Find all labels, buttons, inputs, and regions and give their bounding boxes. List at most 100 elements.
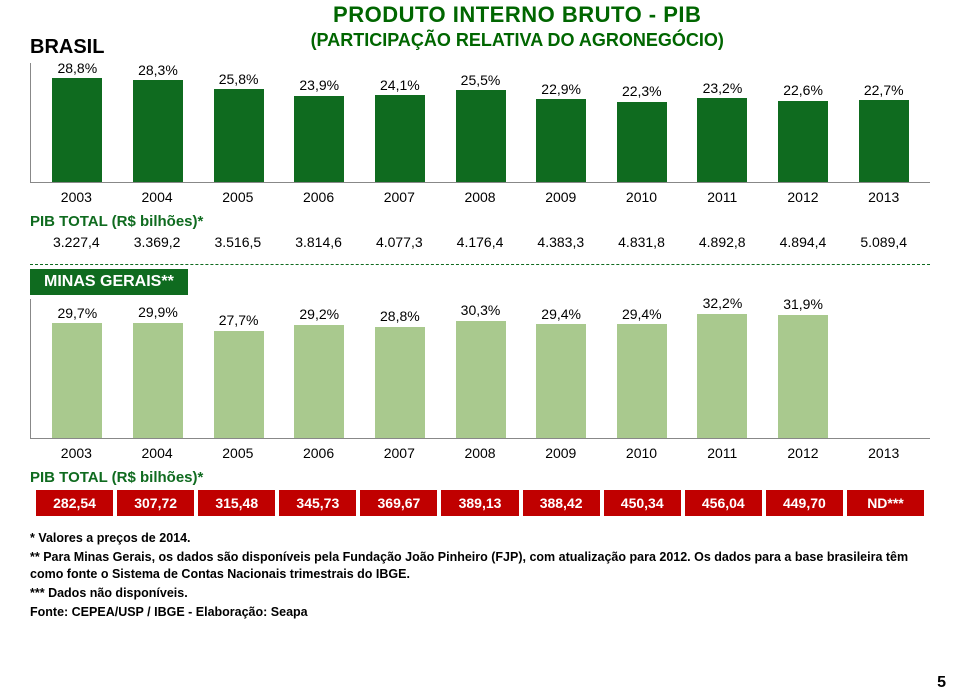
bar-wrap: 27,7% <box>198 299 279 438</box>
pib-value: 4.892,8 <box>682 234 763 250</box>
footnote-2: ** Para Minas Gerais, os dados são dispo… <box>30 549 930 583</box>
pib-value: 4.383,3 <box>520 234 601 250</box>
year-label: 2008 <box>440 189 521 205</box>
bar <box>859 100 909 182</box>
bar-value-label: 31,9% <box>783 296 823 312</box>
bar-value-label: 25,5% <box>461 72 501 88</box>
bar-value-label: 28,8% <box>380 308 420 324</box>
bar-value-label: 23,2% <box>703 80 743 96</box>
pib-mg-value: 345,73 <box>279 490 356 516</box>
bar-value-label: 29,9% <box>138 304 178 320</box>
bar-value-label: 29,4% <box>541 306 581 322</box>
bar-value-label: 22,6% <box>783 82 823 98</box>
bar <box>214 89 264 182</box>
bar-wrap: 22,9% <box>521 63 602 182</box>
bar-value-label: 32,2% <box>703 295 743 311</box>
mg-bar-chart: 29,7% 29,9% 27,7% 29,2% 28,8% 30,3% 29,4% 29,4%… <box>30 299 930 439</box>
bar-wrap: 24,1% <box>360 63 441 182</box>
footnote-3: *** Dados não disponíveis. <box>30 585 930 602</box>
year-label: 2013 <box>843 189 924 205</box>
bar-wrap: 28,8% <box>37 63 118 182</box>
year-label: 2003 <box>36 189 117 205</box>
pib-value: 4.894,4 <box>763 234 844 250</box>
footnote-1: * Valores a preços de 2014. <box>30 530 930 547</box>
bar-value-label: 22,3% <box>622 83 662 99</box>
title-main: PRODUTO INTERNO BRUTO - PIB <box>104 2 930 28</box>
pib-mg-value: 449,70 <box>766 490 843 516</box>
bar-wrap <box>843 299 924 438</box>
bar <box>294 96 344 182</box>
brasil-label: BRASIL <box>30 36 104 59</box>
bar-wrap: 29,4% <box>601 299 682 438</box>
year-label: 2004 <box>117 445 198 461</box>
bar-value-label: 27,7% <box>219 312 259 328</box>
bar <box>375 95 425 182</box>
bar-value-label: 22,7% <box>864 82 904 98</box>
pib-value: 4.831,8 <box>601 234 682 250</box>
bar-value-label: 22,9% <box>541 81 581 97</box>
bar-wrap: 22,7% <box>843 63 924 182</box>
bar <box>697 314 747 438</box>
year-label: 2009 <box>520 189 601 205</box>
bar <box>456 321 506 438</box>
bar-wrap: 29,2% <box>279 299 360 438</box>
pib-mg-value: 450,34 <box>604 490 681 516</box>
pib-value: 3.516,5 <box>197 234 278 250</box>
bar <box>536 324 586 438</box>
bar-wrap: 22,3% <box>601 63 682 182</box>
bar <box>52 78 102 182</box>
year-label: 2003 <box>36 445 117 461</box>
year-label: 2008 <box>440 445 521 461</box>
bar <box>536 99 586 182</box>
year-label: 2006 <box>278 445 359 461</box>
bar-value-label: 29,7% <box>57 305 97 321</box>
mg-years-row: 2003200420052006200720082009201020112012… <box>30 445 930 461</box>
pib-brasil-values-row: 3.227,43.369,23.516,53.814,64.077,34.176… <box>30 234 930 250</box>
year-label: 2010 <box>601 445 682 461</box>
pib-mg-values-row: 282,54307,72315,48345,73369,67389,13388,… <box>30 490 930 516</box>
bar <box>375 327 425 438</box>
brasil-bar-chart: 28,8% 28,3% 25,8% 23,9% 24,1% 25,5% 22,9% 22,3%… <box>30 63 930 183</box>
pib-value: 3.227,4 <box>36 234 117 250</box>
bar-value-label: 30,3% <box>461 302 501 318</box>
bar-value-label: 25,8% <box>219 71 259 87</box>
bar-wrap: 28,3% <box>118 63 199 182</box>
year-label: 2006 <box>278 189 359 205</box>
pib-mg-value: 307,72 <box>117 490 194 516</box>
pib-mg-value: 388,42 <box>523 490 600 516</box>
footnotes: * Valores a preços de 2014. ** Para Mina… <box>30 530 930 620</box>
minas-gerais-header: MINAS GERAIS** <box>30 269 188 295</box>
pib-mg-value: 282,54 <box>36 490 113 516</box>
bar-wrap: 29,9% <box>118 299 199 438</box>
year-label: 2009 <box>520 445 601 461</box>
bar-value-label: 28,8% <box>57 60 97 76</box>
year-label: 2005 <box>197 189 278 205</box>
pib-mg-value: 369,67 <box>360 490 437 516</box>
pib-value: 5.089,4 <box>843 234 924 250</box>
year-label: 2005 <box>197 445 278 461</box>
bar <box>778 315 828 438</box>
pib-total-mg-label: PIB TOTAL (R$ bilhões)* <box>30 469 930 486</box>
year-label: 2007 <box>359 189 440 205</box>
footnote-4: Fonte: CEPEA/USP / IBGE - Elaboração: Se… <box>30 604 930 621</box>
bar <box>214 331 264 438</box>
bar-wrap: 31,9% <box>763 299 844 438</box>
bar <box>52 323 102 438</box>
bar <box>697 98 747 182</box>
year-label: 2004 <box>117 189 198 205</box>
bar <box>456 90 506 182</box>
pib-total-brasil-label: PIB TOTAL (R$ bilhões)* <box>30 213 930 230</box>
pib-value: 4.176,4 <box>440 234 521 250</box>
bar-wrap: 23,2% <box>682 63 763 182</box>
year-label: 2013 <box>843 445 924 461</box>
pib-mg-value: 389,13 <box>441 490 518 516</box>
year-label: 2011 <box>682 189 763 205</box>
bar-wrap: 28,8% <box>360 299 441 438</box>
bar-value-label: 24,1% <box>380 77 420 93</box>
year-label: 2012 <box>763 445 844 461</box>
pib-mg-value: 456,04 <box>685 490 762 516</box>
bar-wrap: 30,3% <box>440 299 521 438</box>
bar-value-label: 23,9% <box>299 77 339 93</box>
bar-wrap: 29,7% <box>37 299 118 438</box>
bar-value-label: 29,4% <box>622 306 662 322</box>
